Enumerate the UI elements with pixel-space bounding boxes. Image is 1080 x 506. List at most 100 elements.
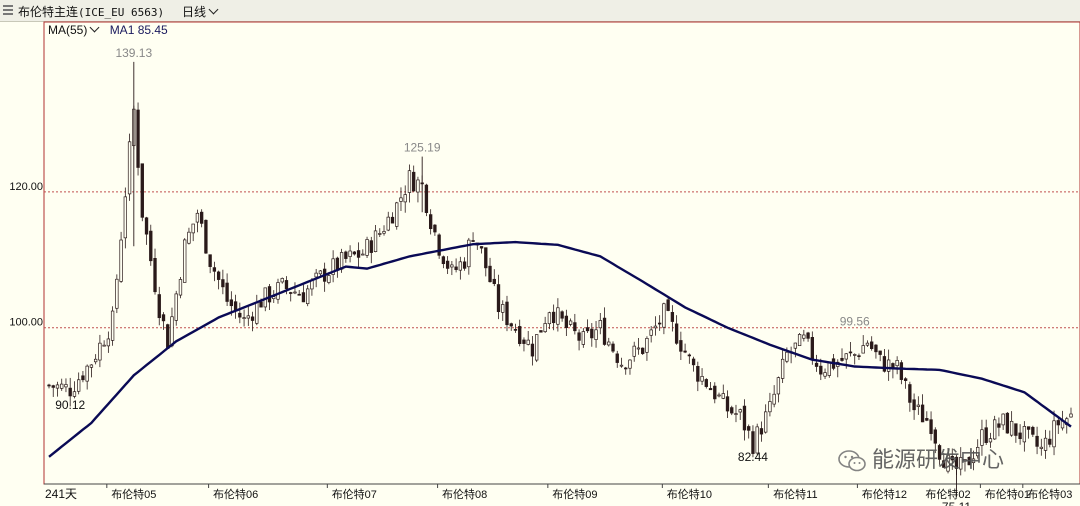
candle-body [628,359,632,369]
candle-body [178,279,183,296]
candle-body [115,278,119,309]
candle-body [352,251,356,255]
candle-body [479,246,484,249]
candle-body [598,320,602,329]
candle-body [747,426,751,431]
candle-body [221,279,225,288]
candle-body [772,393,776,405]
candle-body [543,323,547,333]
bar-count-label: 241天 [45,487,77,501]
candle-body [840,357,844,361]
candle-body [293,291,297,294]
candle-body [98,342,102,361]
candle-body [573,322,577,332]
candle-body [585,327,590,332]
candle-body [1035,435,1039,447]
candle-body [602,317,607,345]
candle-body [123,196,127,239]
candle-body [793,342,798,349]
candle-body [886,359,891,372]
candle-body [806,332,810,339]
candle-body [445,260,450,269]
candle-body [1022,426,1027,443]
candle-body [183,239,187,283]
candle-body [937,445,942,460]
candle-body [335,257,340,271]
period-label: 日线 [182,5,207,19]
candle-body [776,377,781,395]
candle-body [564,315,569,328]
candle-body [250,316,255,321]
candle-body [1005,412,1010,434]
candle-body [636,347,641,350]
candle-body [68,387,72,397]
candle-body [865,342,870,346]
candle-body [119,239,123,282]
x-tick-label: 布伦特12 [862,487,907,501]
extreme-label: 75.11 [942,500,971,506]
candle-body [730,407,734,414]
ma55-line [48,240,1072,458]
candle-body [916,404,921,407]
candle-body [488,265,492,283]
candle-body [674,323,679,344]
candle-body [390,216,395,224]
x-tick-label: 布伦特02 [925,487,970,501]
candle-body [1056,420,1060,426]
candle-body [959,457,963,470]
candle-body [242,317,246,319]
candle-body [908,384,912,403]
candle-body [764,411,768,433]
candle-body [1048,438,1052,445]
candle-body [505,301,509,326]
candle-body [373,230,378,252]
candle-body [535,334,539,361]
x-tick-label: 布伦特05 [111,487,156,501]
period-dropdown[interactable]: 日线 [182,3,219,20]
candle-body [386,216,390,231]
candle-body [1069,413,1073,418]
candle-body [102,344,106,347]
candle-body [255,301,259,324]
x-tick-label: 布伦特01 [985,487,1030,501]
candle-body [127,141,132,195]
candle-body [751,431,755,454]
candle-body [149,230,153,262]
candle-body [560,311,564,319]
candle-body [72,391,77,397]
candle-body [657,322,662,325]
candle-body [933,429,937,444]
candle-body [925,418,929,421]
candle-body [199,211,204,224]
candle-body [568,320,573,325]
candle-body [653,325,658,329]
candle-body [1001,413,1005,426]
candle-body [607,341,611,346]
candle-body [513,328,518,331]
watermark-text: 能源研发中心 [872,447,1005,472]
candle-body [903,378,908,381]
drag-handle-icon[interactable] [3,5,13,15]
candle-body [462,261,467,269]
ma-selector[interactable]: MA(55) [48,22,100,37]
candle-body [1018,432,1022,440]
candle-body [327,275,331,283]
candle-body [713,385,717,400]
candle-body [530,343,535,357]
candle-body [166,324,170,349]
candle-body [874,344,878,353]
candle-body [942,460,946,468]
candle-body [204,219,208,254]
candle-body [47,384,51,387]
contract-title: 布伦特主连(ICE_EU 6563) [18,3,164,20]
wechat-icon [838,450,866,472]
candle-body [318,270,323,275]
candle-body [509,323,513,327]
candle-body [717,394,721,397]
candle-body [738,409,742,413]
candle-body [170,316,174,347]
candle-body [611,343,615,352]
candle-body [361,253,365,256]
candle-body [899,362,904,380]
